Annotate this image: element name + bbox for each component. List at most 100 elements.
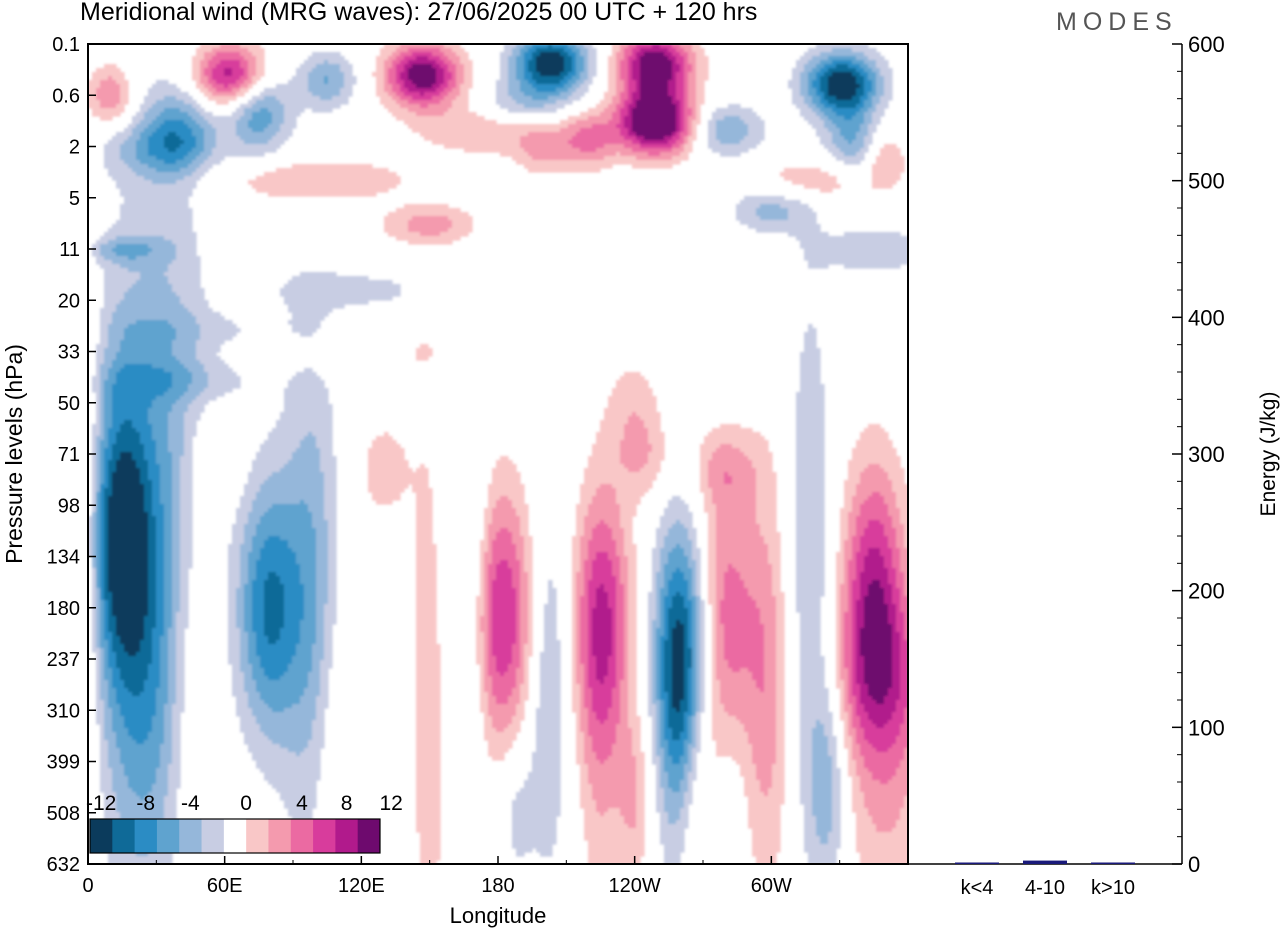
heatmap-cell: [796, 64, 805, 69]
heatmap-cell: [96, 548, 101, 553]
heatmap-cell: [560, 120, 577, 125]
heatmap-cell: [844, 648, 853, 653]
heatmap-cell: [800, 632, 821, 637]
heatmap-cell: [168, 320, 197, 325]
heatmap-cell: [864, 100, 873, 105]
heatmap-cell: [696, 56, 709, 61]
heatmap-cell: [684, 656, 693, 661]
heatmap-cell: [172, 512, 181, 517]
heatmap-cell: [620, 132, 629, 137]
heatmap-cell: [152, 492, 161, 497]
heatmap-cell: [712, 604, 717, 609]
heatmap-cell: [404, 80, 413, 85]
heatmap-cell: [696, 84, 705, 89]
heatmap-cell: [140, 160, 165, 165]
heatmap-cell: [888, 576, 897, 581]
heatmap-cell: [256, 640, 269, 645]
heatmap-cell: [832, 136, 845, 141]
heatmap-cell: [396, 72, 401, 77]
heatmap-cell: [488, 500, 497, 505]
heatmap-cell: [688, 620, 693, 625]
heatmap-cell: [764, 628, 777, 633]
heatmap-cell: [244, 108, 261, 113]
heatmap-cell: [256, 528, 317, 533]
heatmap-cell: [800, 672, 825, 677]
heatmap-cell: [848, 728, 857, 733]
heatmap-cell: [96, 612, 101, 617]
heatmap-cell: [852, 716, 861, 721]
heatmap-cell: [620, 100, 625, 105]
heatmap-cell: [672, 668, 685, 673]
heatmap-cell: [100, 80, 117, 85]
heatmap-cell: [688, 84, 697, 89]
heatmap-cell: [496, 92, 509, 97]
heatmap-cell: [684, 124, 689, 129]
heatmap-cell: [104, 548, 109, 553]
heatmap-cell: [516, 64, 525, 69]
heatmap-cell: [100, 460, 105, 465]
heatmap-cell: [100, 500, 105, 505]
heatmap-cell: [652, 624, 661, 629]
heatmap-cell: [496, 576, 513, 581]
heatmap-cell: [696, 88, 705, 93]
heatmap-cell: [172, 576, 181, 581]
heatmap-cell: [876, 72, 881, 77]
heatmap-cell: [292, 276, 369, 281]
heatmap-cell: [448, 80, 457, 85]
heatmap-cell: [304, 688, 321, 693]
heatmap-cell: [716, 660, 729, 665]
heatmap-cell: [152, 644, 161, 649]
heatmap-cell: [892, 560, 901, 565]
heatmap-cell: [452, 72, 457, 77]
heatmap-cell: [172, 492, 181, 497]
heatmap-cell: [708, 476, 725, 481]
heatmap-cell: [712, 640, 717, 645]
heatmap-cell: [196, 52, 205, 57]
heatmap-cell: [856, 728, 865, 733]
heatmap-cell: [668, 708, 677, 713]
heatmap-cell: [724, 116, 741, 121]
heatmap-cell: [612, 100, 621, 105]
heatmap-cell: [96, 556, 101, 561]
heatmap-cell: [620, 452, 649, 457]
heatmap-cell: [588, 504, 621, 509]
heatmap-cell: [684, 684, 689, 689]
heatmap-cell: [252, 620, 265, 625]
heatmap-cell: [544, 624, 557, 629]
heatmap-cell: [624, 436, 649, 441]
heatmap-cell: [620, 60, 629, 65]
heatmap-cell: [528, 580, 533, 585]
heatmap-cell: [668, 712, 685, 717]
heatmap-cell: [628, 644, 637, 649]
heatmap-cell: [700, 696, 705, 701]
heatmap-cell: [648, 676, 653, 681]
heatmap-cell: [176, 328, 201, 333]
heatmap-cell: [680, 708, 689, 713]
heatmap-cell: [484, 552, 493, 557]
heatmap-cell: [856, 608, 865, 613]
heatmap-cell: [536, 732, 561, 737]
heatmap-cell: [316, 620, 325, 625]
heatmap-cell: [684, 112, 693, 117]
heatmap-cell: [96, 456, 101, 461]
heatmap-cell: [796, 540, 825, 545]
heatmap-cell: [700, 488, 713, 493]
heatmap-cell: [608, 72, 617, 77]
heatmap-cell: [620, 704, 629, 709]
heatmap-cell: [416, 684, 441, 689]
heatmap-cell: [576, 584, 585, 589]
heatmap-cell: [856, 644, 861, 649]
heatmap-cell: [620, 68, 629, 73]
heatmap-cell: [248, 652, 257, 657]
heatmap-cell: [96, 636, 101, 641]
heatmap-cell: [528, 168, 601, 173]
heatmap-cell: [712, 632, 717, 637]
heatmap-cell: [704, 440, 769, 445]
heatmap-cell: [840, 656, 845, 661]
heatmap-cell: [584, 64, 589, 69]
heatmap-cell: [572, 540, 581, 545]
heatmap-cell: [260, 728, 313, 733]
heatmap-cell: [180, 592, 189, 597]
heatmap-cell: [100, 452, 105, 457]
heatmap-cell: [156, 576, 165, 581]
